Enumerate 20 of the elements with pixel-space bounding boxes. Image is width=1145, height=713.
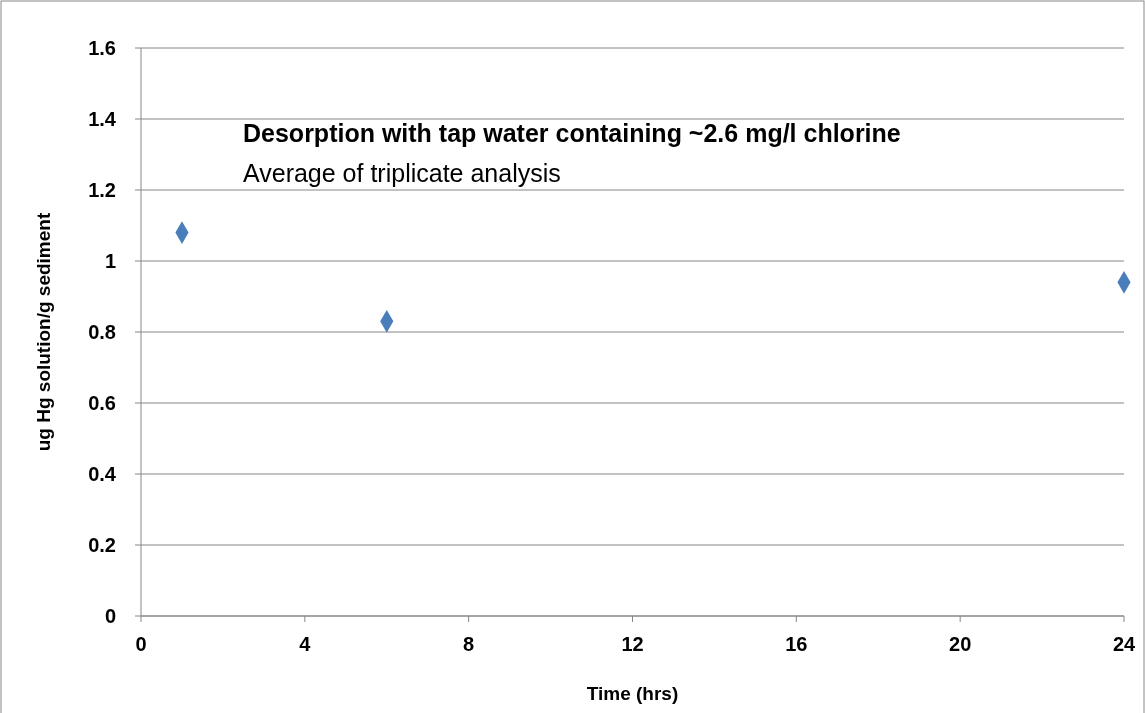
y-tick-label: 0.4 — [88, 463, 117, 485]
x-tick-label: 16 — [785, 633, 808, 655]
text: Desorption with tap water containing ~2.6 mg/l chlorine — [243, 119, 901, 147]
y-tick-label: 0 — [104, 605, 116, 627]
text: Average of triplicate analysis — [243, 159, 561, 187]
x-tick-label: 0 — [135, 633, 147, 655]
x-tick-label: 8 — [463, 633, 475, 655]
x-tick-label: 20 — [949, 633, 972, 655]
y-axis-title: ug Hg solution/g sediment — [33, 212, 54, 452]
x-tick-label: 24 — [1112, 633, 1136, 655]
y-tick-label: 1.6 — [88, 37, 116, 59]
x-tick-label: 4 — [299, 633, 312, 655]
y-tick-label: 1 — [104, 250, 116, 272]
x-axis-title: Time (hrs) — [586, 683, 679, 704]
y-tick-label: 1.2 — [88, 179, 116, 201]
y-tick-label: 1.4 — [88, 108, 117, 130]
y-tick-label: 0.6 — [88, 392, 116, 414]
y-tick-label: 0.2 — [88, 534, 116, 556]
y-tick-label: 0.8 — [88, 321, 116, 343]
x-tick-label: 12 — [621, 633, 644, 655]
